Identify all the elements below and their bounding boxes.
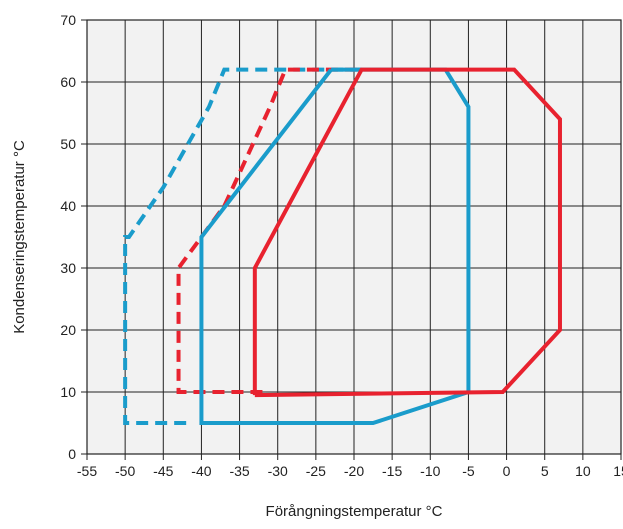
x-tick-label: 5 bbox=[541, 463, 549, 479]
x-tick-label: -20 bbox=[344, 463, 364, 479]
dashed-series-line-0 bbox=[123, 67, 362, 425]
y-tick-label: 60 bbox=[60, 74, 76, 90]
y-tick-label: 70 bbox=[60, 12, 76, 28]
y-tick-label: 20 bbox=[60, 322, 76, 338]
x-tick-label: -30 bbox=[268, 463, 288, 479]
x-tick-label: -10 bbox=[420, 463, 440, 479]
y-tick-label: 10 bbox=[60, 384, 76, 400]
tick-labels: -55-50-45-40-35-30-25-20-15-10-505101501… bbox=[60, 12, 623, 479]
x-tick-label: -45 bbox=[153, 463, 173, 479]
x-axis-label: Förångningstemperatur °C bbox=[266, 503, 443, 520]
y-tick-label: 40 bbox=[60, 198, 76, 214]
x-tick-label: -35 bbox=[229, 463, 249, 479]
x-tick-label: -50 bbox=[115, 463, 135, 479]
x-tick-label: 0 bbox=[503, 463, 511, 479]
grid bbox=[86, 19, 622, 455]
dashed-series-line-1 bbox=[176, 67, 362, 394]
solid-series-line-2 bbox=[199, 67, 471, 425]
y-tick-label: 50 bbox=[60, 136, 76, 152]
x-tick-label: -40 bbox=[191, 463, 211, 479]
solid-series-line-3 bbox=[252, 67, 562, 398]
y-tick-label: 0 bbox=[68, 446, 76, 462]
y-axis-label: Kondenseringstemperatur °C bbox=[11, 140, 28, 334]
x-tick-label: -55 bbox=[77, 463, 97, 479]
x-tick-label: 15 bbox=[613, 463, 623, 479]
y-tick-label: 30 bbox=[60, 260, 76, 276]
x-tick-label: 10 bbox=[575, 463, 591, 479]
x-tick-label: -15 bbox=[382, 463, 402, 479]
x-tick-label: -25 bbox=[306, 463, 326, 479]
x-tick-label: -5 bbox=[462, 463, 475, 479]
series bbox=[123, 67, 562, 425]
